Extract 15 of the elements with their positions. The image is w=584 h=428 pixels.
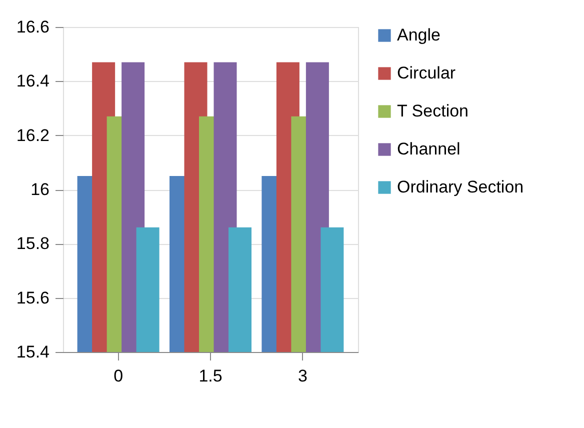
x-tick-label: 1.5 (198, 366, 222, 386)
y-tick-label: 16.6 (16, 18, 50, 36)
y-tick-label: 16 (30, 180, 50, 199)
legend-label: T Section (397, 102, 469, 120)
y-tick-label: 16.2 (16, 126, 50, 145)
y-tick-label: 15.6 (16, 288, 50, 308)
y-tick-label: 15.4 (16, 342, 50, 362)
legend-label: Circular (397, 64, 456, 82)
y-tick-label: 16.4 (16, 72, 50, 91)
x-tick-label: 3 (298, 366, 308, 386)
legend-label: Angle (397, 26, 440, 44)
legend-label: Channel (397, 140, 460, 158)
y-tick-label: 15.8 (16, 234, 50, 254)
legend-label: Ordinary Section (397, 178, 524, 196)
x-tick-label: 0 (114, 366, 124, 386)
